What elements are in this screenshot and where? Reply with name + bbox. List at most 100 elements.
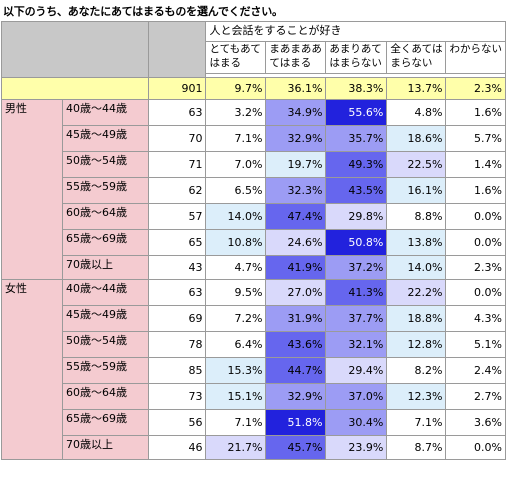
value-cell: 18.8% — [386, 305, 447, 332]
value-cell: 10.8% — [205, 229, 267, 256]
n-cell: 56 — [148, 409, 207, 436]
value-cell: 22.5% — [386, 151, 447, 178]
value-cell: 47.4% — [265, 203, 327, 230]
value-cell: 12.8% — [386, 331, 447, 358]
age-label: 60歳～64歳 — [61, 383, 150, 410]
column-header-line2: はまる — [209, 57, 241, 69]
value-cell: 3.6% — [445, 409, 506, 436]
value-cell: 23.9% — [325, 435, 388, 460]
table-row: 70歳以上 46 21.7% 45.7% 23.9% 8.7% 0.0% — [2, 435, 506, 460]
value-cell: 4.3% — [445, 305, 506, 332]
age-label: 50歳～54歳 — [61, 331, 150, 358]
value-cell: 43.6% — [265, 331, 327, 358]
table-row: 50歳～54歳 71 7.0% 19.7% 49.3% 22.5% 1.4% — [2, 151, 506, 178]
value-cell: 29.8% — [325, 203, 388, 230]
value-cell: 21.7% — [205, 435, 267, 460]
value-cell: 7.0% — [205, 151, 267, 178]
n-cell: 63 — [148, 279, 207, 306]
value-cell: 31.9% — [265, 305, 327, 332]
column-header-line1: まあまああ — [269, 43, 322, 55]
total-label-cell — [0, 77, 150, 100]
column-header: あまりあて はまらない — [325, 41, 388, 74]
value-cell: 12.3% — [386, 383, 447, 410]
value-cell: 8.2% — [386, 357, 447, 384]
column-header-line2: てはまる — [269, 57, 312, 69]
column-header-line2: はまらない — [329, 57, 382, 69]
column-header: わからない — [445, 41, 506, 74]
value-cell: 1.4% — [445, 151, 506, 178]
value-cell: 4.8% — [386, 99, 447, 126]
value-cell: 14.0% — [386, 255, 447, 280]
n-cell: 62 — [148, 177, 207, 204]
table-row: 65歳～69歳 56 7.1% 51.8% 30.4% 7.1% 3.6% — [2, 409, 506, 436]
value-cell: 32.3% — [265, 177, 327, 204]
value-cell: 2.7% — [445, 383, 506, 410]
corner-cell — [0, 21, 150, 78]
age-label: 40歳～44歳 — [61, 279, 150, 306]
n-cell: 70 — [148, 125, 207, 152]
table-row: 65歳～69歳 65 10.8% 24.6% 50.8% 13.8% 0.0% — [2, 229, 506, 256]
age-label: 65歳～69歳 — [61, 409, 150, 436]
value-cell: 9.5% — [205, 279, 267, 306]
value-cell: 37.0% — [325, 383, 388, 410]
value-cell: 1.6% — [445, 99, 506, 126]
value-cell: 41.9% — [265, 255, 327, 280]
n-cell: 46 — [148, 435, 207, 460]
table-row: 60歳～64歳 73 15.1% 32.9% 37.0% 12.3% 2.7% — [2, 383, 506, 410]
age-label: 55歳～59歳 — [61, 357, 150, 384]
value-cell: 13.8% — [386, 229, 447, 256]
table-row: 45歳～49歳 69 7.2% 31.9% 37.7% 18.8% 4.3% — [2, 305, 506, 332]
page-title: 以下のうち、あなたにあてはまるものを選んでください。 — [3, 5, 283, 18]
table-row: 45歳～49歳 70 7.1% 32.9% 35.7% 18.6% 5.7% — [2, 125, 506, 152]
table-row: 女性 40歳～44歳 63 9.5% 27.0% 41.3% 22.2% 0.0% — [1, 279, 506, 460]
n-cell: 71 — [148, 151, 207, 178]
total-row: 901 9.7% 36.1% 38.3% 13.7% 2.3% — [0, 77, 506, 100]
table-row: 60歳～64歳 57 14.0% 47.4% 29.8% 8.8% 0.0% — [2, 203, 506, 230]
value-cell: 37.7% — [325, 305, 388, 332]
value-cell: 7.1% — [386, 409, 447, 436]
value-cell: 2.3% — [445, 255, 506, 280]
value-cell: 7.1% — [205, 125, 267, 152]
value-cell: 7.2% — [205, 305, 267, 332]
table-row: 55歳～59歳 85 15.3% 44.7% 29.4% 8.2% 2.4% — [2, 357, 506, 384]
n-cell: 57 — [148, 203, 207, 230]
value-cell: 55.6% — [325, 99, 388, 126]
n-cell: 43 — [148, 255, 207, 280]
value-cell: 43.5% — [325, 177, 388, 204]
value-cell: 32.9% — [265, 125, 327, 152]
table-row: 男性 40歳～44歳 63 3.2% 34.9% 55.6% 4.8% 1.6% — [1, 99, 506, 280]
column-header-row: とてもあて はまる まあまああ てはまる あまりあて はまらない 全くあては まらない … — [2, 41, 506, 74]
value-cell: 22.2% — [386, 279, 447, 306]
value-cell: 50.8% — [325, 229, 388, 256]
age-label: 45歳～49歳 — [61, 305, 150, 332]
value-cell: 18.6% — [386, 125, 447, 152]
value-cell: 15.3% — [205, 357, 267, 384]
column-header-line1: わからない — [449, 43, 502, 55]
value-cell: 1.6% — [445, 177, 506, 204]
age-label: 40歳～44歳 — [61, 99, 150, 126]
column-header-line1: とてもあて — [209, 43, 261, 55]
value-cell: 27.0% — [265, 279, 327, 306]
value-cell: 49.3% — [325, 151, 388, 178]
value-cell: 6.4% — [205, 331, 267, 358]
value-cell: 24.6% — [265, 229, 327, 256]
total-n-cell: 901 — [148, 77, 207, 100]
value-cell: 3.2% — [205, 99, 267, 126]
value-cell: 16.1% — [386, 177, 447, 204]
value-cell: 7.1% — [205, 409, 267, 436]
value-cell: 41.3% — [325, 279, 388, 306]
question-header: 人と会話をすることが好き — [205, 21, 506, 42]
table-row: 55歳～59歳 62 6.5% 32.3% 43.5% 16.1% 1.6% — [2, 177, 506, 204]
value-cell: 51.8% — [265, 409, 327, 436]
value-cell: 32.9% — [265, 383, 327, 410]
n-cell: 73 — [148, 383, 207, 410]
value-cell: 14.0% — [205, 203, 267, 230]
value-cell: 44.7% — [265, 357, 327, 384]
column-header-line2: まらない — [390, 57, 433, 69]
age-label: 50歳～54歳 — [61, 151, 150, 178]
value-cell: 0.0% — [445, 279, 506, 306]
value-cell: 2.4% — [445, 357, 506, 384]
value-cell: 29.4% — [325, 357, 388, 384]
value-cell: 8.8% — [386, 203, 447, 230]
gender-label: 男性 — [1, 99, 63, 280]
